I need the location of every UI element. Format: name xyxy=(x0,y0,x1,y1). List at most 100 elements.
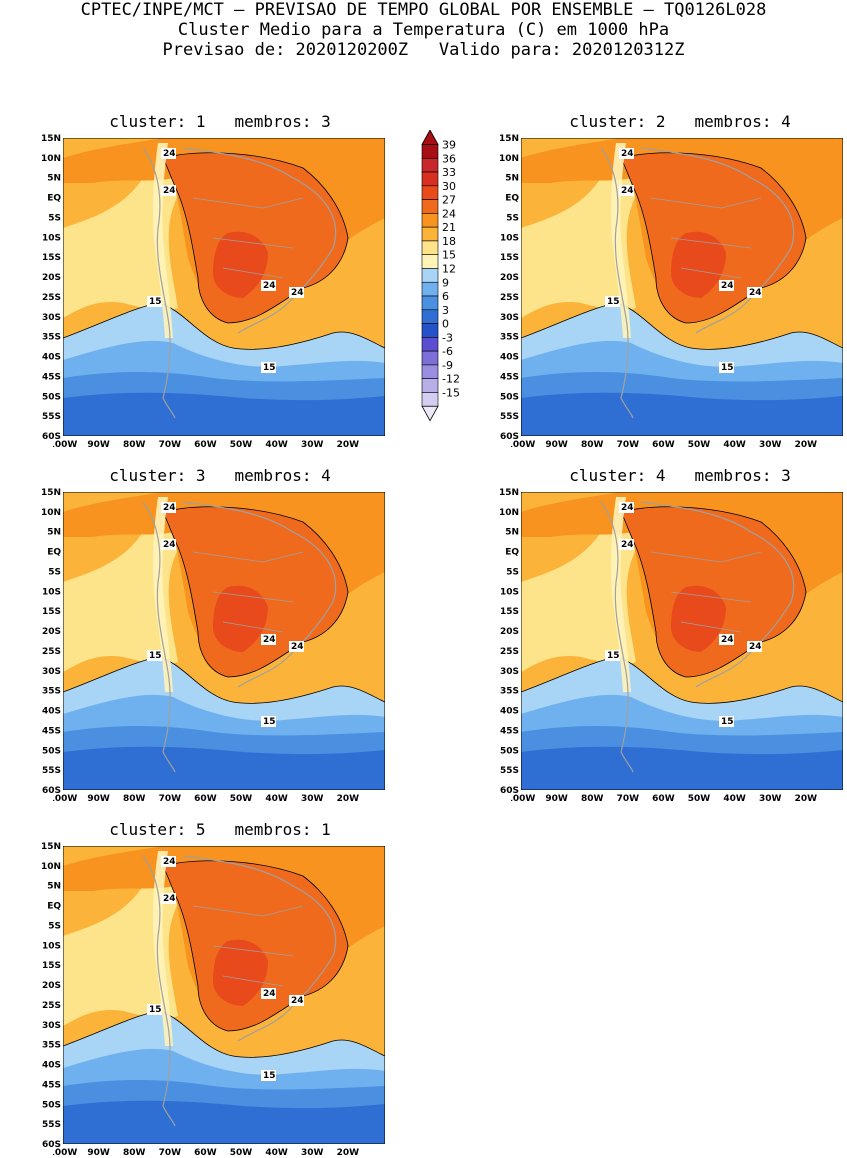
lat-tick-label: 50S xyxy=(42,392,61,402)
coastline xyxy=(142,501,337,773)
lat-tick-label: 40S xyxy=(42,1061,61,1071)
lat-tick-label: 15N xyxy=(499,134,519,144)
colorbar-bottom-arrow xyxy=(421,405,439,422)
contour-label-15-west: 15 xyxy=(147,650,162,661)
lon-tick-label: 40W xyxy=(265,1148,288,1158)
contour-label-24-north: 24 xyxy=(619,502,634,513)
lat-tick-label: 10S xyxy=(42,233,61,243)
lon-tick-label: 90W xyxy=(87,1148,110,1158)
lat-tick-label: 35S xyxy=(500,333,519,343)
lat-tick-label: 10N xyxy=(41,862,61,872)
lat-tick-label: 40S xyxy=(500,353,519,363)
colorbar-swatch xyxy=(421,199,439,214)
latitude-axis: 15N 10N 5N EQ 5S 10S 15S 20S 25S 30S 35S 40S 45S 50S 5… xyxy=(41,488,61,795)
colorbar-swatch xyxy=(421,185,439,200)
temperature-band-6 xyxy=(63,392,385,436)
andes-strip xyxy=(610,497,631,692)
temperature-band-6 xyxy=(63,1100,385,1144)
lon-tick-label: 40W xyxy=(265,440,288,450)
lat-tick-label: EQ xyxy=(505,194,519,204)
country-borders xyxy=(192,197,304,279)
lat-tick-label: 20S xyxy=(42,627,61,637)
lat-tick-label: 55S xyxy=(42,412,61,422)
temperature-band-6 xyxy=(63,746,385,790)
temperature-band-30 xyxy=(671,231,726,298)
lat-tick-label: 45S xyxy=(42,1080,61,1090)
colorbar-label: 9 xyxy=(442,276,449,289)
lon-tick-label: 40W xyxy=(723,794,746,804)
longitude-axis: 100W 90W 80W 70W 60W 50W 40W 30W 20W xyxy=(511,440,817,450)
contour-label-15-west: 15 xyxy=(605,650,620,661)
contour-label-24-north: 24 xyxy=(161,148,176,159)
temperature-map-4: 24 24 24 24 15 15 xyxy=(521,492,843,790)
longitude-axis: 100W 90W 80W 70W 60W 50W 40W 30W 20W xyxy=(53,440,360,450)
lat-tick-label: 25S xyxy=(42,647,61,657)
panel-title: cluster: 1 membros: 3 xyxy=(109,112,331,131)
lat-tick-label: 50S xyxy=(42,746,61,756)
svg-text:24: 24 xyxy=(163,540,176,550)
colorbar-swatch xyxy=(421,254,439,269)
colorbar-swatch xyxy=(421,323,439,338)
lon-tick-label: 20W xyxy=(337,440,360,450)
lat-tick-label: 30S xyxy=(42,1021,61,1031)
coastline xyxy=(600,501,795,773)
contour-label-24-west: 24 xyxy=(161,539,176,550)
latitude-axis: 15N 10N 5N EQ 5S 10S 15S 20S 25S 30S 35S 40S 45S 50S 5… xyxy=(499,134,519,441)
lon-tick-label: 70W xyxy=(159,440,182,450)
lat-tick-label: 5S xyxy=(48,567,61,577)
lat-tick-label: 55S xyxy=(500,412,519,422)
lon-tick-label: 60W xyxy=(194,794,217,804)
lon-tick-label: 80W xyxy=(581,440,604,450)
andes-strip xyxy=(152,851,173,1046)
contour-label-24-west: 24 xyxy=(161,185,176,196)
contour-label-24-central: 24 xyxy=(719,634,734,645)
lon-tick-label: 80W xyxy=(123,440,146,450)
svg-text:24: 24 xyxy=(621,540,634,550)
contour-label-24-north: 24 xyxy=(161,856,176,867)
lon-tick-label: 30W xyxy=(759,794,782,804)
lat-tick-label: 5N xyxy=(47,882,61,892)
svg-text:24: 24 xyxy=(163,149,176,159)
colorbar-label: -6 xyxy=(442,345,453,358)
lat-tick-label: 10N xyxy=(499,154,519,164)
lat-tick-label: 45S xyxy=(500,372,519,382)
lat-tick-label: 5S xyxy=(48,921,61,931)
lat-tick-label: 35S xyxy=(42,687,61,697)
coastline xyxy=(142,147,337,419)
colorbar-label: 6 xyxy=(442,290,449,303)
longitude-axis: 100W 90W 80W 70W 60W 50W 40W 30W 20W xyxy=(511,794,817,804)
colorbar-label: 15 xyxy=(442,249,456,262)
country-borders xyxy=(192,905,304,987)
colorbar-label: 36 xyxy=(442,152,456,165)
lon-tick-label: 100W xyxy=(53,440,77,450)
contour-label-24-east: 24 xyxy=(747,287,762,298)
lat-tick-label: 10N xyxy=(41,508,61,518)
panel-title: cluster: 3 membros: 4 xyxy=(109,466,331,485)
colorbar-label: 18 xyxy=(442,235,456,248)
svg-text:24: 24 xyxy=(263,989,276,999)
lon-tick-label: 80W xyxy=(123,794,146,804)
andes-strip xyxy=(152,497,173,692)
header-line-2: Cluster Medio para a Temperatura (C) em … xyxy=(177,20,670,40)
lat-tick-label: 15S xyxy=(500,607,519,617)
lat-tick-label: 10N xyxy=(499,508,519,518)
colorbar-swatch xyxy=(421,213,439,228)
lat-tick-label: 40S xyxy=(42,707,61,717)
longitude-axis: 100W 90W 80W 70W 60W 50W 40W 30W 20W xyxy=(53,1148,359,1158)
lon-tick-label: 70W xyxy=(159,1148,182,1158)
contour-label-24-central: 24 xyxy=(261,280,276,291)
svg-text:24: 24 xyxy=(749,642,762,652)
lat-tick-label: 5N xyxy=(47,528,61,538)
header-line-3: Previsao de: 2020120200Z Valido para: 20… xyxy=(162,40,685,60)
lat-tick-label: 45S xyxy=(42,726,61,736)
svg-text:15: 15 xyxy=(607,297,620,307)
svg-text:15: 15 xyxy=(263,1071,276,1081)
temperature-band-6 xyxy=(521,746,843,790)
contour-label-15-south: 15 xyxy=(261,1070,276,1081)
lon-tick-label: 30W xyxy=(301,794,324,804)
contour-label-24-west: 24 xyxy=(619,185,634,196)
svg-text:15: 15 xyxy=(263,717,276,727)
svg-text:15: 15 xyxy=(721,717,734,727)
contour-label-24-east: 24 xyxy=(289,995,304,1006)
